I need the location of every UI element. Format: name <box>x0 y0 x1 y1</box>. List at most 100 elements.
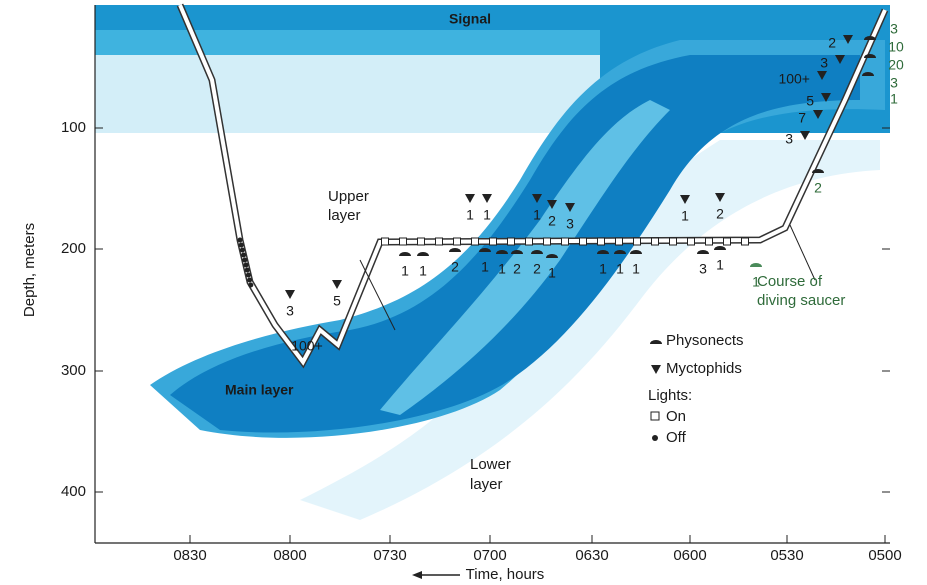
y-tick-label: 300 <box>61 362 86 379</box>
count-label: 10 <box>888 39 904 55</box>
physonect-mark <box>630 250 642 254</box>
count-label: 1 <box>752 274 760 290</box>
myctophid-mark <box>285 290 295 299</box>
count-label: 1 <box>599 261 607 277</box>
count-label: 20 <box>888 57 904 73</box>
physonect-mark <box>750 263 762 267</box>
y-tick-label: 400 <box>61 483 86 500</box>
count-label: 1 <box>681 208 689 224</box>
x-arrow-head <box>412 571 422 579</box>
light-on <box>741 237 749 246</box>
x-axis-label: Time, hours <box>466 566 545 583</box>
count-label: 3 <box>566 216 574 232</box>
light-on <box>417 237 425 246</box>
physonect-mark <box>614 250 626 254</box>
count-label: 1 <box>533 207 541 223</box>
count-label: 3 <box>890 21 898 37</box>
count-label: 1 <box>483 207 491 223</box>
light-on <box>615 237 623 246</box>
myctophid-mark <box>547 200 557 209</box>
count-label: 5 <box>333 293 341 309</box>
light-on <box>669 237 677 246</box>
count-label: 1 <box>401 263 409 279</box>
count-label: 2 <box>828 35 836 51</box>
light-on <box>381 237 389 246</box>
legend-myctophid-symbol <box>651 365 661 374</box>
light-on <box>633 237 641 246</box>
legend-off-symbol <box>652 435 658 441</box>
surface-band-top <box>95 5 890 30</box>
physonect-mark <box>597 250 609 254</box>
count-label: 3 <box>820 55 828 71</box>
light-on <box>525 237 533 246</box>
legend-myctophids: Myctophids <box>666 360 742 377</box>
count-label: 2 <box>513 261 521 277</box>
count-label: 3 <box>890 75 898 91</box>
y-axis-label: Depth, meters <box>21 223 38 317</box>
x-tick-label: 0700 <box>473 547 506 564</box>
x-tick-label: 0630 <box>575 547 608 564</box>
light-on <box>435 237 443 246</box>
legend-on: On <box>666 408 686 425</box>
physonect-mark <box>417 252 429 256</box>
x-tick-label: 0530 <box>770 547 803 564</box>
legend-off: Off <box>666 429 687 446</box>
light-off <box>242 257 248 263</box>
count-label: 1 <box>616 261 624 277</box>
count-label: 3 <box>785 131 793 147</box>
legend-physonect-symbol <box>650 340 662 344</box>
x-tick-label: 0730 <box>373 547 406 564</box>
light-off <box>247 277 253 283</box>
x-tick-label: 0800 <box>273 547 306 564</box>
myctophid-mark <box>817 71 827 80</box>
count-label: 5 <box>806 93 814 109</box>
light-on <box>579 237 587 246</box>
count-label: 2 <box>451 259 459 275</box>
physonect-mark <box>479 248 491 252</box>
light-on <box>723 237 731 246</box>
myctophid-mark <box>843 35 853 44</box>
course-pointer <box>789 224 816 281</box>
myctophid-mark <box>715 193 725 202</box>
light-off <box>245 272 251 278</box>
light-off <box>239 247 245 253</box>
light-on <box>651 237 659 246</box>
light-on <box>399 237 407 246</box>
y-tick-label: 200 <box>61 240 86 257</box>
count-label: 1 <box>481 259 489 275</box>
light-on <box>597 237 605 246</box>
main-layer-label: Main layer <box>225 382 294 398</box>
count-label: 7 <box>798 110 806 126</box>
count-label: 3 <box>286 303 294 319</box>
myctophid-mark <box>532 194 542 203</box>
light-off <box>238 242 244 248</box>
main-layer-inner <box>380 100 670 415</box>
physonect-mark <box>812 169 824 173</box>
physonect-mark <box>864 36 876 40</box>
physonect-mark <box>399 252 411 256</box>
legend-physonects: Physonects <box>666 332 744 349</box>
signal-label: Signal <box>449 11 491 27</box>
myctophid-mark <box>482 194 492 203</box>
light-off <box>237 237 243 243</box>
upper-layer-pointer <box>359 259 396 331</box>
myctophid-mark <box>332 280 342 289</box>
myctophid-mark <box>835 55 845 64</box>
light-on <box>471 237 479 246</box>
physonect-mark <box>714 246 726 250</box>
count-label: 3 <box>699 261 707 277</box>
course-line-1: Course of <box>757 273 823 290</box>
y-tick-label: 100 <box>61 119 86 136</box>
physonect-mark <box>546 254 558 258</box>
count-label: 1 <box>548 265 556 281</box>
count-label: 100+ <box>778 71 810 87</box>
light-on <box>705 237 713 246</box>
upper-layer-line-2: layer <box>328 207 361 224</box>
count-label: 1 <box>716 257 724 273</box>
lower-layer-line-1: Lower <box>470 456 511 473</box>
lower-layer <box>300 140 880 520</box>
count-label: 1 <box>890 91 898 107</box>
physonect-mark <box>496 250 508 254</box>
legend-lights: Lights: <box>648 387 692 404</box>
